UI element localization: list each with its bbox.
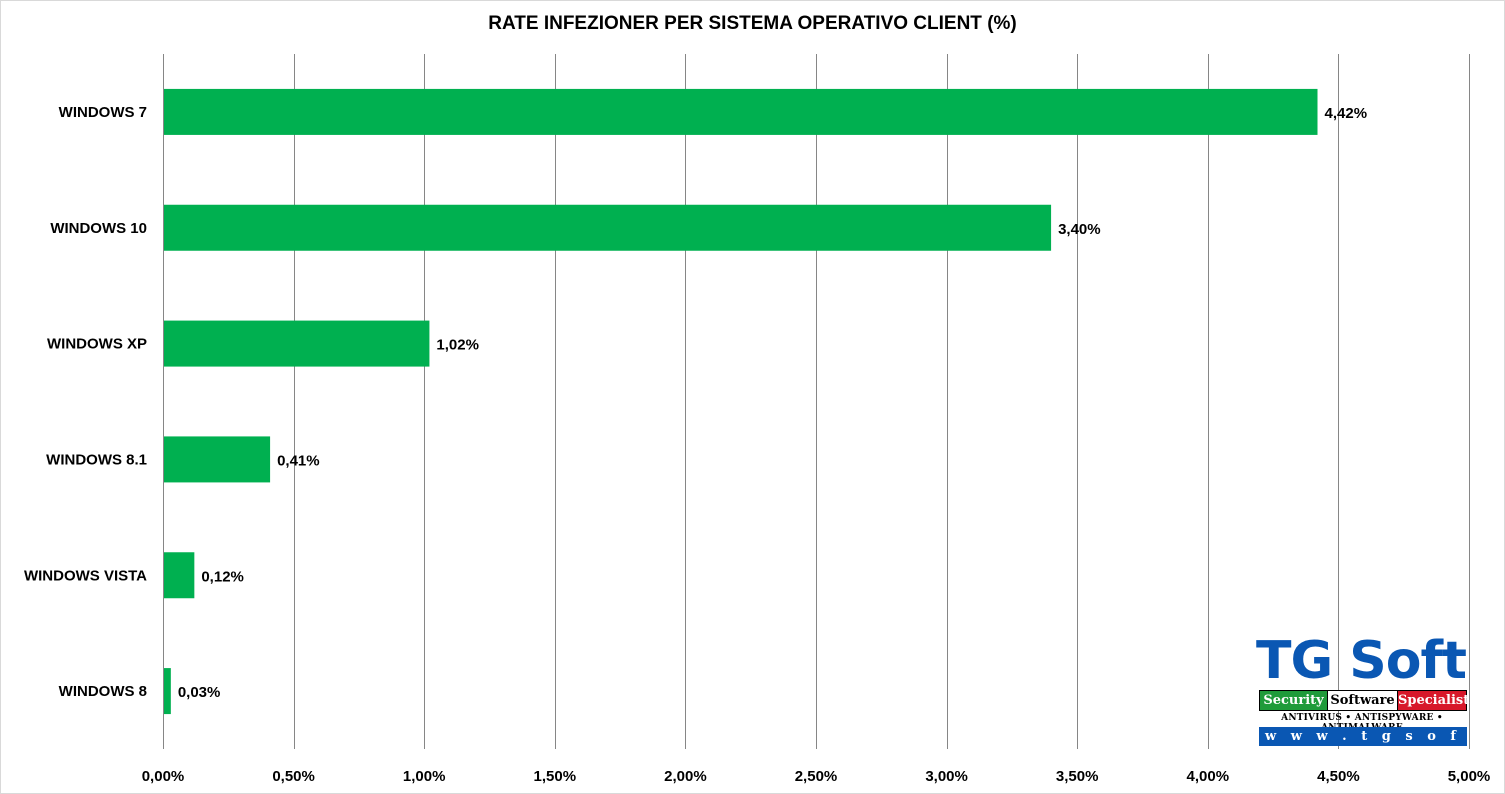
x-tick-label: 3,50%	[1056, 768, 1099, 785]
x-tick-label: 1,50%	[534, 768, 577, 785]
data-label: 4,42%	[1325, 105, 1368, 122]
x-tick-label: 2,50%	[795, 768, 838, 785]
data-label: 0,41%	[277, 452, 320, 469]
chart-title: RATE INFEZIONER PER SISTEMA OPERATIVO CL…	[488, 13, 1017, 34]
bar	[164, 320, 430, 367]
logo-strip-software: Software	[1327, 691, 1398, 710]
x-tick-label: 2,00%	[664, 768, 707, 785]
category-label: WINDOWS VISTA	[24, 567, 147, 584]
x-tick-label: 1,00%	[403, 768, 446, 785]
data-label: 0,03%	[178, 684, 221, 701]
category-label: WINDOWS 8.1	[46, 451, 147, 468]
x-tick-label: 0,50%	[272, 768, 315, 785]
logo-url: w w w . t g s o f t . i t	[1259, 727, 1467, 763]
category-label: WINDOWS XP	[47, 336, 147, 353]
category-label: WINDOWS 8	[59, 683, 147, 700]
data-label: 3,40%	[1058, 221, 1101, 238]
logo-strip-security: Security	[1260, 691, 1328, 710]
logo-strip-specialist: Specialist	[1398, 691, 1470, 710]
category-label: WINDOWS 7	[59, 104, 147, 121]
bar	[164, 668, 171, 715]
category-label: WINDOWS 10	[50, 220, 147, 237]
x-tick-label: 5,00%	[1448, 768, 1491, 785]
x-tick-label: 4,00%	[1187, 768, 1230, 785]
data-label: 1,02%	[436, 337, 479, 354]
logo-brand: TG Soft	[1256, 631, 1467, 691]
bar	[164, 552, 195, 599]
bar	[164, 88, 1318, 135]
x-tick-label: 3,00%	[925, 768, 968, 785]
bar	[164, 204, 1052, 251]
tgsoft-logo: TG Soft Security Software Specialist ANT…	[1256, 631, 1470, 763]
data-label: 0,12%	[201, 568, 244, 585]
x-tick-label: 4,50%	[1317, 768, 1360, 785]
logo-strip: Security Software Specialist	[1259, 690, 1470, 711]
bar	[164, 436, 271, 483]
x-tick-label: 0,00%	[142, 768, 185, 785]
